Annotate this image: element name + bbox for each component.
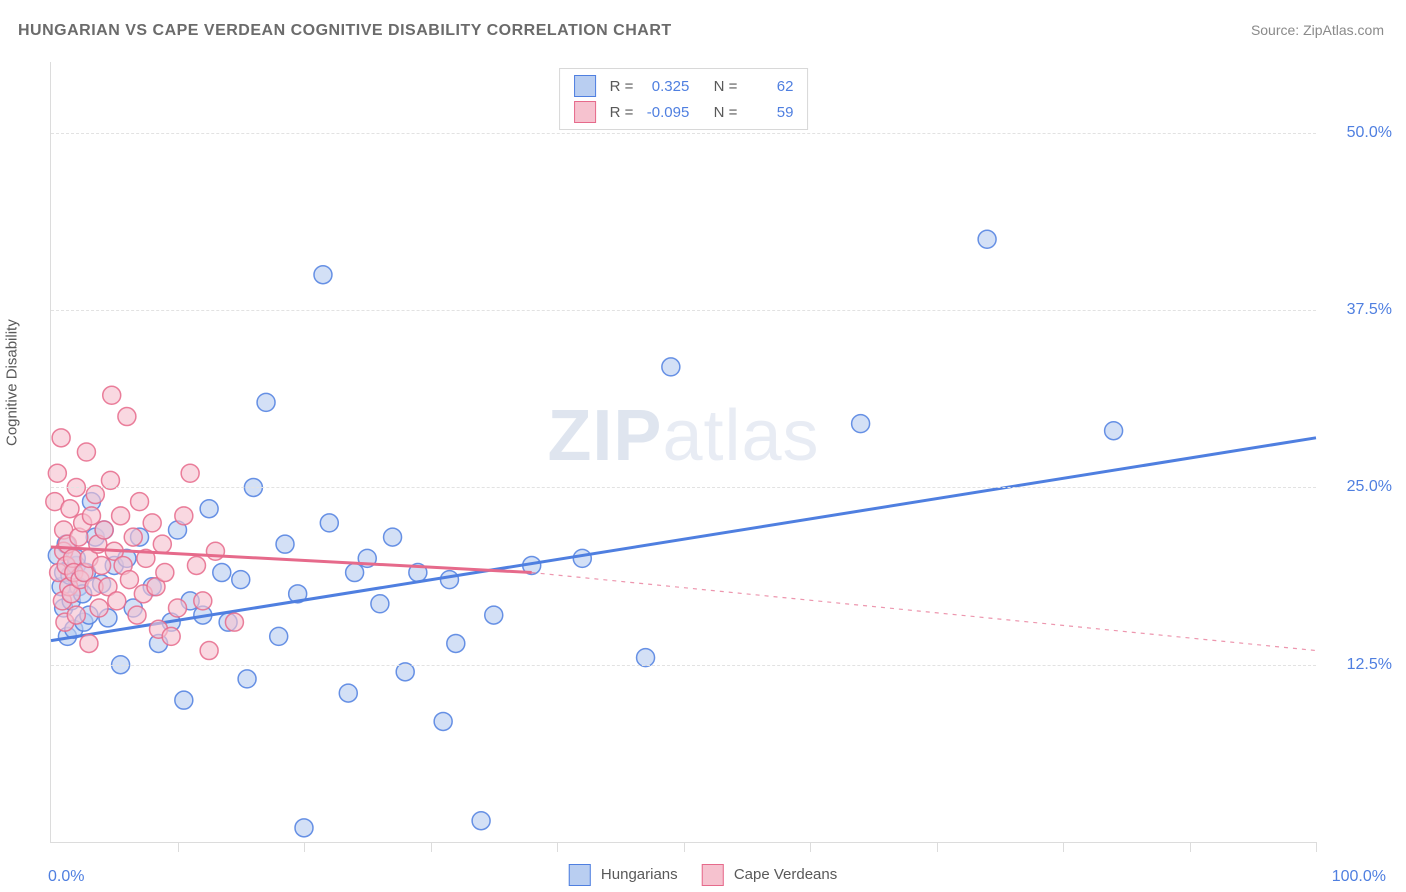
data-point bbox=[82, 507, 100, 525]
data-point bbox=[67, 606, 85, 624]
data-point bbox=[194, 592, 212, 610]
correlation-row-hungarians: R = 0.325 N = 62 bbox=[574, 75, 794, 97]
trend-line bbox=[51, 438, 1316, 641]
data-point bbox=[103, 386, 121, 404]
source-attribution: Source: ZipAtlas.com bbox=[1251, 22, 1384, 38]
y-tick-label: 25.0% bbox=[1347, 478, 1392, 496]
data-point bbox=[225, 613, 243, 631]
data-point bbox=[169, 599, 187, 617]
y-tick-label: 12.5% bbox=[1347, 656, 1392, 674]
data-point bbox=[93, 556, 111, 574]
data-point bbox=[485, 606, 503, 624]
swatch-hungarians-icon bbox=[574, 75, 596, 97]
data-point bbox=[371, 595, 389, 613]
correlation-row-capeverdeans: R = -0.095 N = 59 bbox=[574, 101, 794, 123]
data-point bbox=[108, 592, 126, 610]
data-point bbox=[200, 500, 218, 518]
data-point bbox=[80, 634, 98, 652]
data-point bbox=[440, 571, 458, 589]
data-point bbox=[120, 571, 138, 589]
data-point bbox=[238, 670, 256, 688]
data-point bbox=[434, 712, 452, 730]
data-point bbox=[52, 429, 70, 447]
legend-item-capeverdeans: Cape Verdeans bbox=[702, 864, 838, 886]
x-axis-min-label: 0.0% bbox=[48, 868, 84, 886]
y-axis-label: Cognitive Disability bbox=[4, 319, 21, 446]
data-point bbox=[213, 564, 231, 582]
data-point bbox=[131, 493, 149, 511]
data-point bbox=[118, 408, 136, 426]
data-point bbox=[295, 819, 313, 837]
data-point bbox=[175, 507, 193, 525]
data-point bbox=[48, 464, 66, 482]
data-point bbox=[384, 528, 402, 546]
data-point bbox=[270, 627, 288, 645]
data-point bbox=[314, 266, 332, 284]
data-point bbox=[162, 627, 180, 645]
data-point bbox=[447, 634, 465, 652]
y-tick-label: 50.0% bbox=[1347, 124, 1392, 142]
data-point bbox=[128, 606, 146, 624]
correlation-legend: R = 0.325 N = 62 R = -0.095 N = 59 bbox=[559, 68, 809, 130]
swatch-capeverdeans-icon bbox=[574, 101, 596, 123]
data-point bbox=[320, 514, 338, 532]
data-point bbox=[276, 535, 294, 553]
data-point bbox=[978, 230, 996, 248]
data-point bbox=[232, 571, 250, 589]
data-point bbox=[124, 528, 142, 546]
swatch-hungarians-icon bbox=[569, 864, 591, 886]
data-point bbox=[339, 684, 357, 702]
data-point bbox=[200, 642, 218, 660]
data-point bbox=[187, 556, 205, 574]
data-point bbox=[61, 500, 79, 518]
series-legend: Hungarians Cape Verdeans bbox=[569, 864, 837, 886]
data-point bbox=[662, 358, 680, 376]
x-axis-max-label: 100.0% bbox=[1332, 868, 1386, 886]
data-point bbox=[175, 691, 193, 709]
data-point bbox=[852, 415, 870, 433]
scatter-plot: ZIPatlas R = 0.325 N = 62 R = -0.095 N =… bbox=[50, 62, 1316, 843]
chart-canvas bbox=[51, 62, 1316, 842]
data-point bbox=[90, 599, 108, 617]
swatch-capeverdeans-icon bbox=[702, 864, 724, 886]
data-point bbox=[153, 535, 171, 553]
data-point bbox=[95, 521, 113, 539]
legend-item-hungarians: Hungarians bbox=[569, 864, 678, 886]
data-point bbox=[1105, 422, 1123, 440]
data-point bbox=[573, 549, 591, 567]
data-point bbox=[143, 514, 161, 532]
trend-line-dashed bbox=[532, 573, 1316, 651]
data-point bbox=[77, 443, 95, 461]
data-point bbox=[156, 564, 174, 582]
data-point bbox=[257, 393, 275, 411]
y-tick-label: 37.5% bbox=[1347, 301, 1392, 319]
data-point bbox=[181, 464, 199, 482]
data-point bbox=[346, 564, 364, 582]
data-point bbox=[472, 812, 490, 830]
chart-title: HUNGARIAN VS CAPE VERDEAN COGNITIVE DISA… bbox=[18, 22, 672, 40]
data-point bbox=[112, 507, 130, 525]
